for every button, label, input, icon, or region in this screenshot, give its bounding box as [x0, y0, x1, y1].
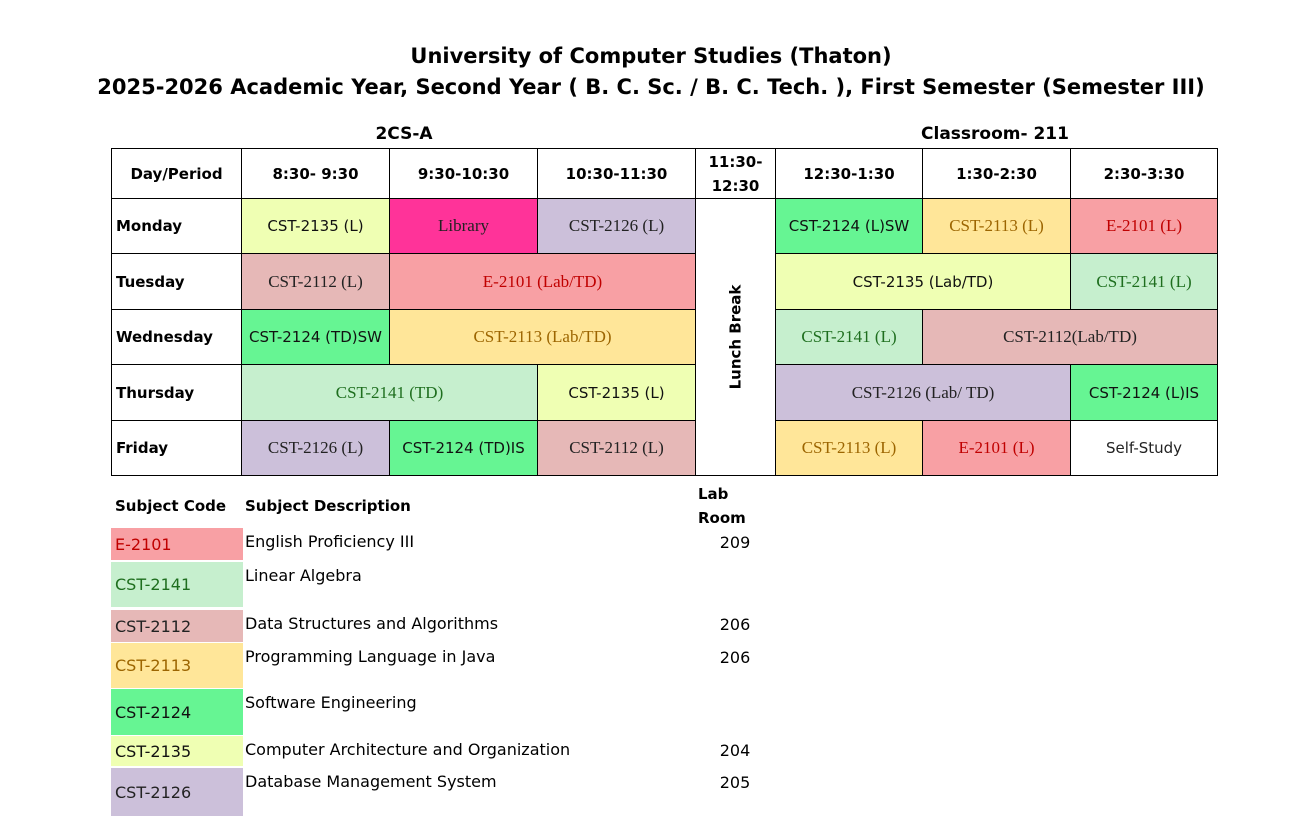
column-header: Day/Period — [111, 148, 242, 199]
subject-description: Database Management System — [245, 772, 497, 791]
lunch-break: Lunch Break — [695, 198, 776, 476]
lunch-break-text: Lunch Break — [726, 284, 745, 390]
subject-code: E-2101 — [111, 528, 243, 560]
room-label: Classroom- 211 — [921, 124, 1069, 144]
subject-description: Computer Architecture and Organization — [245, 740, 571, 759]
class-cell: Library — [389, 198, 538, 254]
class-cell: CST-2141 (L) — [1070, 253, 1218, 310]
subject-description: English Proficiency III — [245, 532, 415, 551]
class-cell: CST-2135 (L) — [241, 198, 390, 254]
class-cell: CST-2141 (L) — [775, 309, 923, 365]
subject-description: Programming Language in Java — [245, 647, 496, 666]
class-cell: CST-2113 (Lab/TD) — [389, 309, 696, 365]
class-cell: CST-2124 (L)IS — [1070, 364, 1218, 421]
lab-room: 209 — [719, 533, 751, 552]
class-cell: CST-2112 (L) — [241, 253, 390, 310]
day-label: Monday — [111, 198, 242, 254]
column-header: 9:30-10:30 — [389, 148, 538, 199]
subject-code: CST-2135 — [111, 736, 243, 766]
class-cell: CST-2126 (Lab/ TD) — [775, 364, 1071, 421]
subject-code: CST-2113 — [111, 643, 243, 688]
class-cell: CST-2135 (L) — [537, 364, 696, 421]
class-cell: CST-2126 (L) — [537, 198, 696, 254]
column-header: 11:30- 12:30 — [695, 148, 776, 199]
title: University of Computer Studies (Thaton) — [410, 44, 892, 68]
column-header: 2:30-3:30 — [1070, 148, 1218, 199]
subtitle: 2025-2026 Academic Year, Second Year ( B… — [97, 75, 1205, 99]
class-cell: CST-2112 (L) — [537, 420, 696, 476]
legend-header: Lab Room — [698, 485, 746, 527]
class-cell: CST-2124 (TD)IS — [389, 420, 538, 476]
class-cell: E-2101 (L) — [1070, 198, 1218, 254]
subject-description: Data Structures and Algorithms — [245, 614, 499, 633]
subject-description: Linear Algebra — [245, 566, 362, 585]
subject-code: CST-2124 — [111, 689, 243, 735]
class-cell: E-2101 (L) — [922, 420, 1071, 476]
column-header: 8:30- 9:30 — [241, 148, 390, 199]
column-header: 12:30-1:30 — [775, 148, 923, 199]
lab-room: 204 — [719, 741, 751, 760]
class-label: 2CS-A — [375, 124, 433, 144]
subject-code: CST-2126 — [111, 768, 243, 816]
class-cell: E-2101 (Lab/TD) — [389, 253, 696, 310]
lab-room: 206 — [719, 615, 751, 634]
class-cell: CST-2124 (TD)SW — [241, 309, 390, 365]
day-label: Tuesday — [111, 253, 242, 310]
class-cell: Self-Study — [1070, 420, 1218, 476]
lab-room: 205 — [719, 773, 751, 792]
class-cell: CST-2124 (L)SW — [775, 198, 923, 254]
class-cell: CST-2141 (TD) — [241, 364, 538, 421]
column-header: 1:30-2:30 — [922, 148, 1071, 199]
day-label: Thursday — [111, 364, 242, 421]
day-label: Wednesday — [111, 309, 242, 365]
class-cell: CST-2113 (L) — [922, 198, 1071, 254]
subject-code: CST-2141 — [111, 562, 243, 607]
class-cell: CST-2112(Lab/TD) — [922, 309, 1218, 365]
legend-header: Subject Description — [245, 497, 411, 515]
legend-header: Subject Code — [115, 497, 227, 515]
day-label: Friday — [111, 420, 242, 476]
lab-room: 206 — [719, 648, 751, 667]
class-cell: CST-2126 (L) — [241, 420, 390, 476]
class-cell: CST-2113 (L) — [775, 420, 923, 476]
column-header: 10:30-11:30 — [537, 148, 696, 199]
class-cell: CST-2135 (Lab/TD) — [775, 253, 1071, 310]
subject-code: CST-2112 — [111, 610, 243, 642]
subject-description: Software Engineering — [245, 693, 417, 712]
